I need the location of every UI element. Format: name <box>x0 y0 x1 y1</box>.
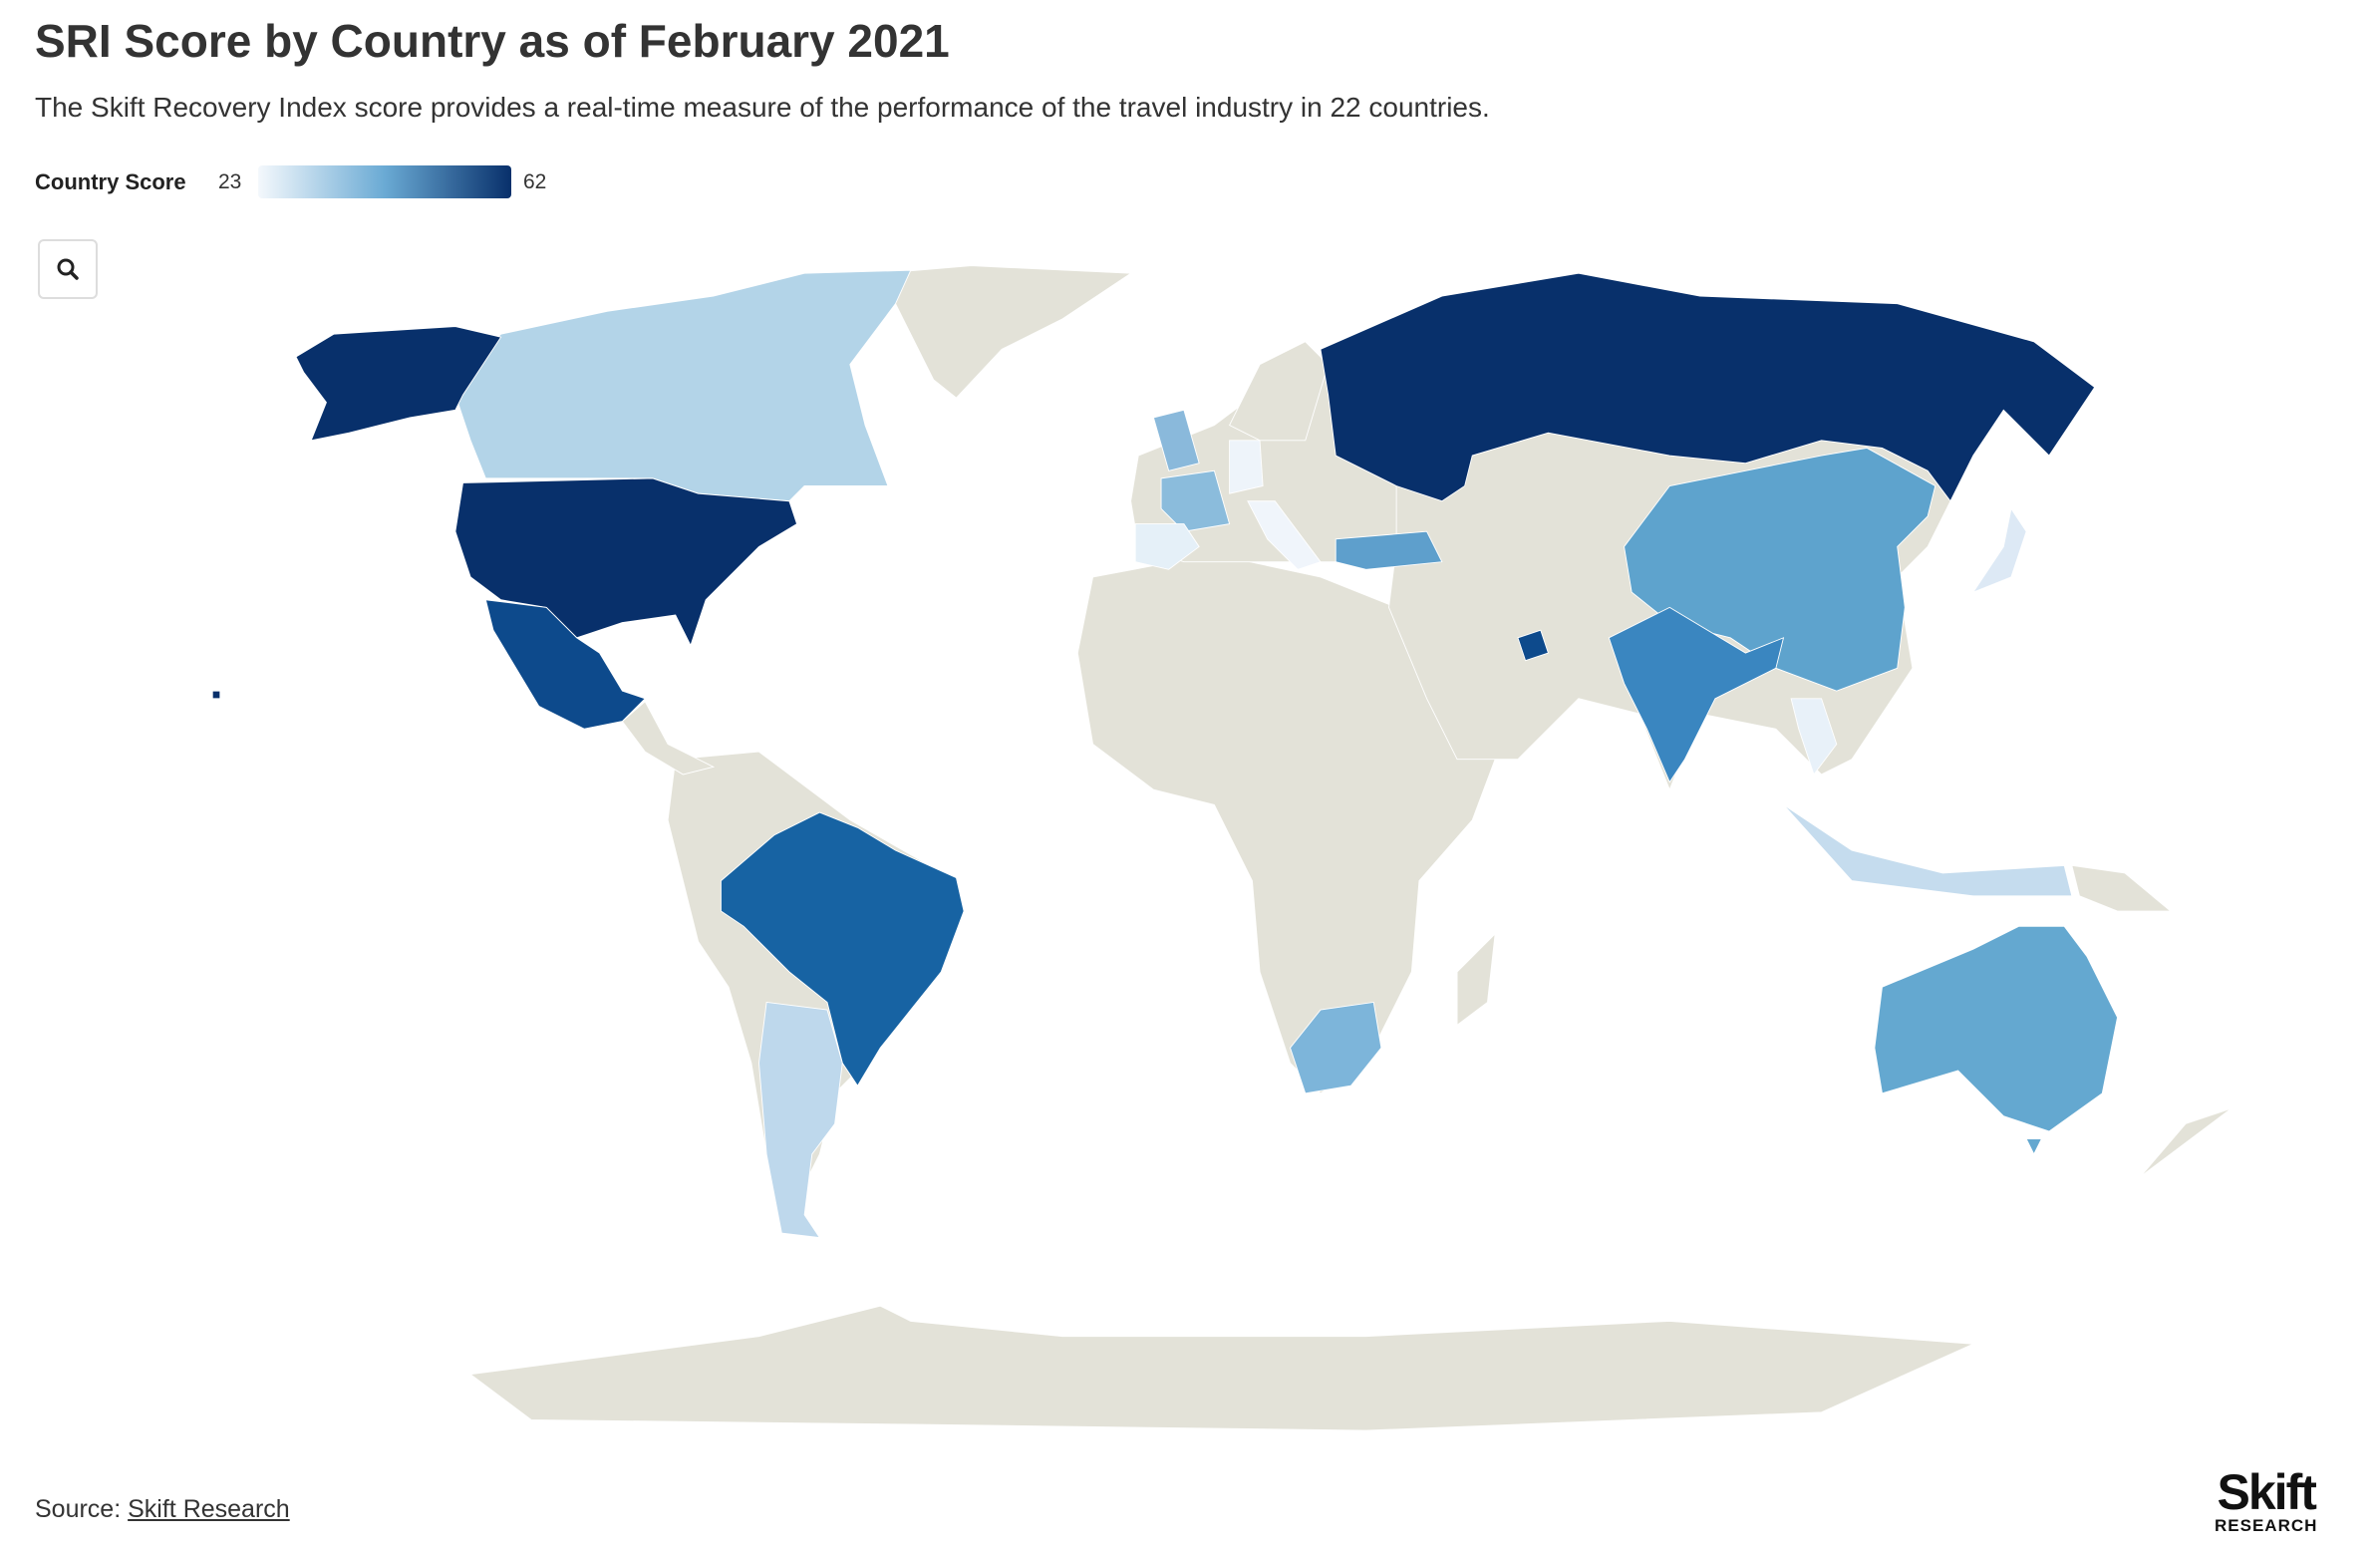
source: Source: Skift Research <box>35 1495 290 1524</box>
france <box>1160 469 1231 532</box>
australia <box>1874 925 2119 1132</box>
legend-label: Country Score <box>35 169 186 194</box>
russia <box>1320 272 2096 502</box>
india <box>1608 606 1785 783</box>
south-africa <box>1290 1001 1382 1094</box>
antarctica <box>468 1305 1974 1431</box>
spain <box>1134 523 1200 570</box>
logo-sub: RESEARCH <box>2215 1516 2318 1535</box>
source-link[interactable]: Skift Research <box>128 1495 290 1523</box>
central-america <box>621 701 716 776</box>
alaska <box>295 326 502 442</box>
italy <box>1247 500 1322 570</box>
source-label: Source: <box>35 1495 122 1523</box>
argentina <box>758 1001 843 1239</box>
legend-gradient <box>258 165 511 198</box>
title: SRI Score by Country as of February 2021 <box>35 15 950 67</box>
thailand <box>1790 698 1838 776</box>
uae <box>1517 629 1549 662</box>
legend-max: 62 <box>523 170 547 193</box>
hawaii <box>211 690 221 700</box>
turkey <box>1335 530 1443 570</box>
logo-name: Skift <box>2217 1464 2317 1520</box>
germany <box>1229 440 1264 494</box>
uk <box>1152 409 1200 471</box>
japan <box>1971 507 2027 594</box>
madagascar <box>1456 932 1496 1027</box>
tasmania <box>2025 1138 2043 1155</box>
canada <box>454 269 912 502</box>
indonesia <box>1783 804 2073 897</box>
legend-min: 23 <box>218 170 242 193</box>
logo: Skift RESEARCH <box>2215 1467 2317 1534</box>
mexico <box>484 599 647 730</box>
new-zealand <box>2140 1107 2232 1178</box>
zoom-button[interactable] <box>38 239 98 299</box>
papua <box>2071 864 2173 912</box>
usa <box>454 477 798 647</box>
brazil <box>720 811 965 1088</box>
search-icon <box>57 258 79 280</box>
subtitle: The Skift Recovery Index score provides … <box>35 92 1490 123</box>
greenland <box>879 265 1133 399</box>
